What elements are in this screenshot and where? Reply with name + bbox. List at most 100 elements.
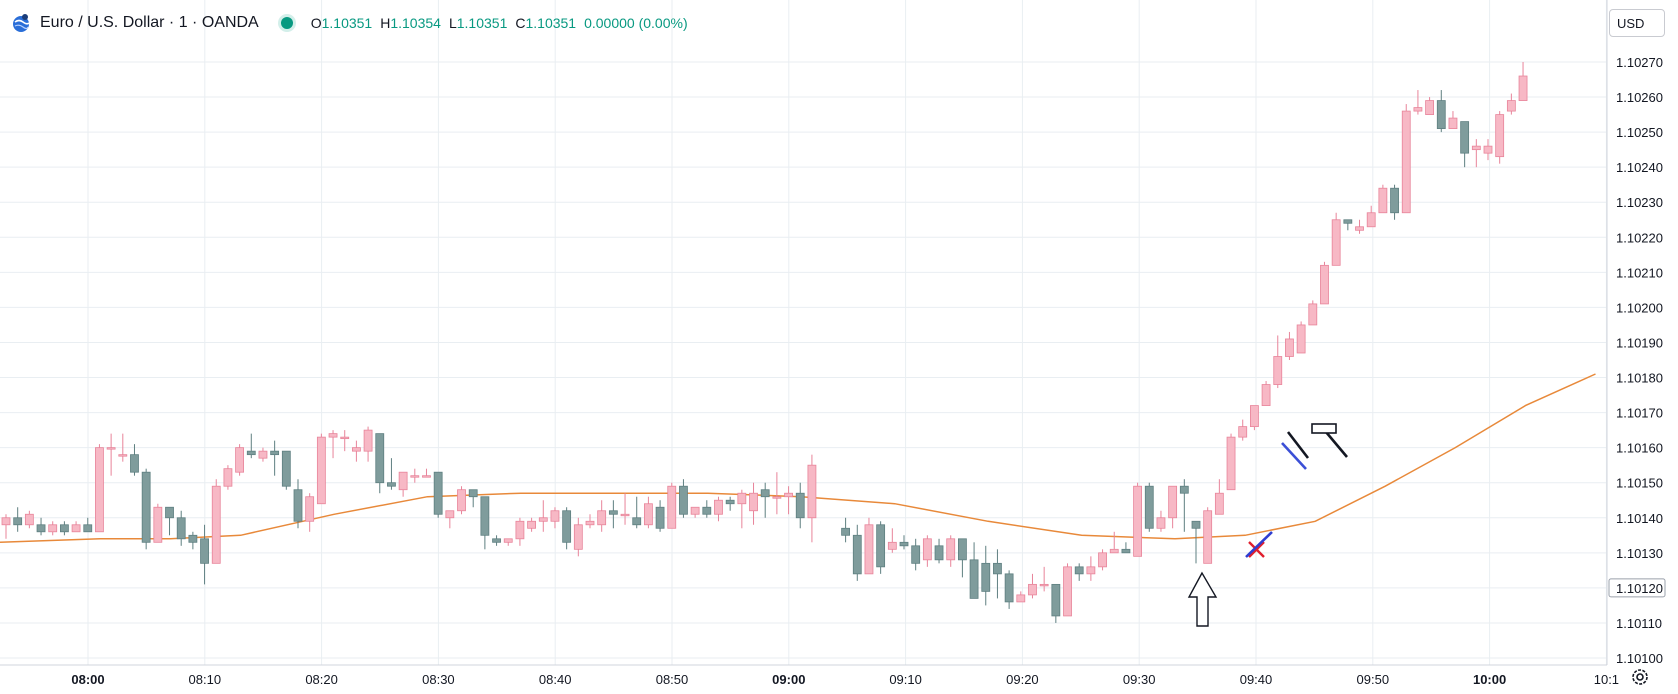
time-tick-label: 08:20 — [305, 672, 338, 687]
price-tick-label: 1.10220 — [1616, 230, 1663, 245]
time-tick-label: 09:10 — [889, 672, 922, 687]
black-trend-line[interactable] — [1325, 431, 1348, 458]
candle — [1343, 219, 1353, 231]
candle — [608, 500, 618, 529]
candle — [899, 535, 909, 550]
candle — [852, 524, 862, 581]
x-marker-annotation[interactable] — [1248, 541, 1265, 558]
candle — [293, 479, 303, 529]
candle — [1285, 331, 1294, 360]
candle — [1168, 485, 1178, 529]
time-tick-label: 10:00 — [1473, 672, 1506, 687]
candle — [876, 521, 886, 574]
candle — [749, 482, 758, 525]
gear-icon[interactable] — [1630, 667, 1650, 687]
time-axis[interactable]: 08:00 08:10 08:20 08:30 08:40 08:50 09:00 09:10… — [0, 664, 1619, 687]
candle — [363, 426, 373, 462]
candle — [1483, 139, 1493, 161]
price-tick-label: 1.10260 — [1616, 90, 1663, 105]
candle — [223, 465, 233, 490]
candle — [911, 538, 921, 571]
up-arrow-annotation[interactable] — [1187, 571, 1218, 627]
candle — [24, 510, 34, 529]
candle — [410, 468, 420, 483]
candle — [445, 510, 455, 529]
candle — [95, 444, 104, 533]
candle — [1355, 219, 1364, 234]
candle — [1378, 184, 1388, 214]
time-tick-label: 08:00 — [71, 672, 104, 687]
candle — [585, 514, 595, 529]
globe-logo-icon[interactable] — [10, 12, 32, 34]
chart-grid — [0, 0, 1607, 665]
candle — [211, 479, 221, 564]
blue-trend-line[interactable] — [1245, 531, 1273, 558]
price-tick-label: 1.10170 — [1616, 406, 1663, 421]
price-tick-label: 1.10130 — [1616, 546, 1663, 561]
candle — [1413, 90, 1423, 115]
candle — [1028, 573, 1037, 599]
annotations — [1187, 423, 1348, 627]
time-tick-label: 08:30 — [422, 672, 455, 687]
price-tick-label: 1.10160 — [1616, 441, 1663, 456]
candle — [457, 486, 466, 515]
candle — [597, 500, 607, 532]
candle — [1133, 482, 1142, 557]
price-tick-label: 1.10200 — [1616, 300, 1663, 315]
candle — [1261, 381, 1271, 406]
candle — [13, 507, 23, 532]
price-tick-label: 1.10180 — [1616, 371, 1663, 386]
candle — [1156, 510, 1166, 532]
black-trend-line[interactable] — [1286, 431, 1310, 459]
candle — [1308, 300, 1318, 326]
candle — [258, 447, 268, 462]
rectangle-annotation[interactable] — [1311, 423, 1337, 434]
candle — [864, 517, 874, 575]
candle — [1506, 93, 1516, 115]
time-tick-label: 09:00 — [772, 672, 805, 687]
candle — [527, 517, 536, 532]
candle — [83, 517, 93, 533]
candle — [1191, 520, 1201, 564]
candle — [1366, 205, 1376, 228]
price-tick-label: 1.10210 — [1616, 265, 1663, 280]
candle — [1448, 111, 1458, 130]
symbol-title[interactable]: Euro / U.S. Dollar · 1 · OANDA — [40, 14, 259, 31]
blue-trend-line[interactable] — [1281, 442, 1307, 470]
candle — [737, 489, 747, 529]
time-tick-label: 09:40 — [1240, 672, 1273, 687]
candle — [1039, 566, 1049, 592]
candle — [655, 500, 665, 532]
candle — [387, 458, 396, 490]
price-tick-label: 1.10230 — [1616, 195, 1663, 210]
candle — [60, 521, 69, 536]
candle — [36, 517, 46, 536]
candle — [1074, 563, 1084, 581]
currency-selector[interactable]: USD — [1609, 9, 1665, 37]
last-price-label: 1.10120 — [1608, 578, 1666, 598]
candle — [340, 430, 350, 452]
candle — [130, 444, 139, 476]
candle — [1436, 90, 1446, 133]
price-axis[interactable]: 1.10270 1.10260 1.10250 1.10240 1.10230 1.102… — [1606, 0, 1663, 666]
price-tick-label: 1.10100 — [1616, 651, 1663, 666]
candle — [1179, 479, 1189, 532]
market-status-dot-icon — [280, 17, 293, 29]
candle — [1401, 104, 1411, 214]
close-key: C — [515, 15, 526, 31]
candle — [246, 433, 256, 459]
candle — [422, 468, 431, 478]
candle — [48, 521, 58, 536]
candle — [492, 535, 501, 546]
candle — [922, 535, 932, 567]
candle — [1390, 184, 1399, 220]
ohlc-values: O1.10351 H1.10354 L1.10351 C1.10351 0.00… — [311, 15, 688, 31]
price-tick-label: 1.10270 — [1616, 55, 1663, 70]
candle — [270, 440, 280, 476]
candle — [316, 433, 326, 505]
candle — [1051, 583, 1061, 623]
candle — [795, 482, 805, 529]
candle — [1460, 121, 1470, 168]
candle — [118, 433, 128, 462]
